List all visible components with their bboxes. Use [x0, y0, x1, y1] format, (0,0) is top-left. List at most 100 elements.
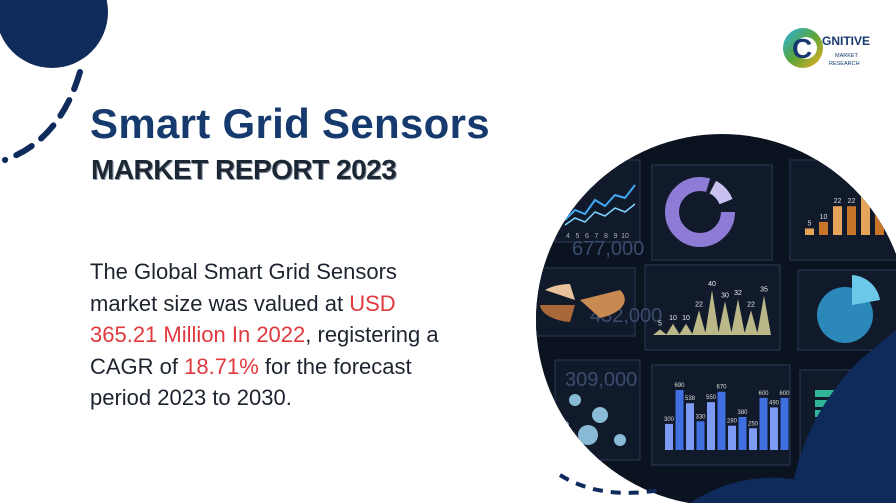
- bar: [738, 416, 747, 450]
- peak: [666, 323, 680, 335]
- bar: [759, 397, 768, 450]
- text-line: The Global Smart Grid Sensors: [90, 256, 439, 288]
- value-label: 10: [820, 214, 828, 221]
- line: [564, 184, 636, 221]
- bar: [770, 407, 778, 450]
- pie-slice: [545, 284, 575, 300]
- text-segment: The Global Smart Grid Sensors: [90, 259, 397, 284]
- peak: [757, 295, 771, 335]
- value-label: 250: [748, 421, 759, 427]
- text-segment: 365.21 Million In 2022: [90, 322, 306, 347]
- value-label: 5: [658, 320, 662, 327]
- bar: [780, 397, 789, 450]
- value-label: 538: [685, 396, 696, 402]
- value-label: 670: [716, 385, 727, 391]
- value-label: 550: [706, 395, 717, 401]
- decor-blob: [690, 477, 850, 503]
- decor-circle: [0, 0, 108, 68]
- logo-sub: RESEARCH: [829, 61, 860, 67]
- bar: [675, 390, 684, 450]
- peak: [692, 310, 706, 335]
- donut: [665, 177, 735, 247]
- pie-slice: [540, 305, 575, 322]
- logo-letter: C: [792, 33, 812, 64]
- text-line: market size was valued at USD: [90, 288, 439, 320]
- tick-label: 10: [621, 233, 629, 240]
- text-segment: period 2023 to 2030.: [90, 385, 292, 410]
- logo-name: GNITIVE: [822, 34, 870, 48]
- bar: [728, 425, 736, 450]
- bar: [707, 402, 715, 450]
- text-segment: 18.71%: [184, 353, 259, 379]
- tick-label: 6: [585, 233, 589, 240]
- value-label: 600: [779, 391, 790, 397]
- value-label: 300: [664, 417, 675, 423]
- bar: [847, 206, 856, 235]
- subtitle: MARKET REPORT 2023: [91, 154, 397, 185]
- peak: [653, 329, 667, 335]
- value-label: 30: [721, 292, 729, 299]
- bubble: [614, 434, 626, 446]
- bubble: [569, 394, 581, 406]
- text-line: period 2023 to 2030.: [90, 382, 439, 414]
- peak: [679, 323, 693, 335]
- panel: [789, 159, 896, 261]
- value-label: 40: [708, 281, 716, 288]
- tick-label: 9: [614, 233, 618, 240]
- text-segment: market size was valued at: [90, 290, 350, 316]
- value-label: 330: [695, 414, 706, 420]
- pie-slice: [580, 290, 625, 318]
- bar: [819, 221, 828, 235]
- value-label: 22: [848, 198, 856, 205]
- peak: [705, 290, 719, 335]
- bar: [717, 391, 726, 450]
- text-segment: CAGR of: [90, 353, 185, 379]
- value-label: 490: [769, 400, 780, 406]
- bar: [805, 228, 814, 235]
- decor-arc: [558, 473, 661, 495]
- value-label: 600: [758, 391, 769, 397]
- line: [564, 203, 636, 226]
- bar: [875, 180, 884, 235]
- tick-label: 7: [595, 233, 599, 240]
- bar: [665, 423, 673, 450]
- value-label: 22: [834, 198, 842, 205]
- title: Smart Grid Sensors: [90, 100, 490, 147]
- value-label: 42: [876, 172, 884, 179]
- peak: [718, 301, 732, 335]
- tick-label: 8: [604, 233, 608, 240]
- value-label: 35: [760, 287, 768, 294]
- value-label: 380: [737, 410, 748, 416]
- decor-blob: [790, 330, 896, 503]
- value-label: 280: [727, 419, 738, 425]
- bar: [686, 403, 694, 450]
- bubble: [561, 421, 569, 429]
- text-segment: USD: [349, 290, 396, 316]
- decor-arc: [2, 69, 83, 163]
- big-number: 677,000: [572, 238, 644, 260]
- description: The Global Smart Grid Sensors market size…: [90, 256, 439, 414]
- bubble: [578, 425, 598, 445]
- tick-label: 5: [576, 233, 580, 240]
- value-label: 10: [682, 315, 690, 322]
- logo-mark: [795, 37, 817, 59]
- value-label: 32: [734, 290, 742, 297]
- value-label: 690: [674, 383, 685, 389]
- text-line: CAGR of 18.71% for the forecast: [90, 351, 439, 383]
- peak: [731, 299, 745, 335]
- value-label: 22: [695, 301, 703, 308]
- big-number: 309,000: [565, 369, 637, 391]
- peak: [744, 310, 758, 335]
- logo-sub: MARKET: [835, 53, 859, 59]
- stack: [815, 390, 845, 397]
- tick-label: 4: [566, 233, 570, 240]
- value-label: 5: [808, 220, 812, 227]
- bar: [749, 428, 757, 450]
- text-segment: , registering a: [305, 322, 439, 347]
- value-label: 10: [669, 315, 677, 322]
- bar: [696, 421, 705, 450]
- bar: [861, 182, 870, 235]
- value-label: 40: [862, 175, 870, 182]
